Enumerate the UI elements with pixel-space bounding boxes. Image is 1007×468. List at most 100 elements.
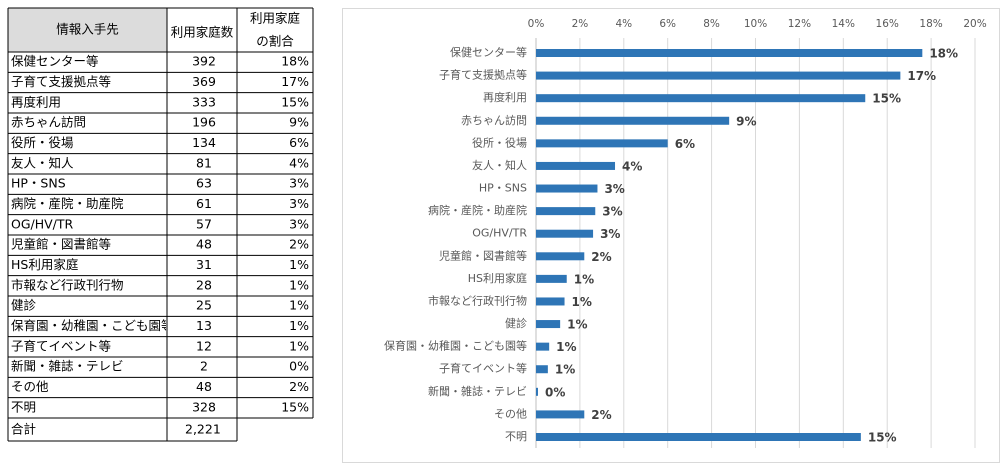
data-label: 6% (675, 137, 695, 151)
table-cell: 328 (192, 399, 216, 414)
y-tick-label: 病院・産院・助産院 (428, 203, 527, 217)
table-cell: 2% (289, 379, 309, 394)
bar (536, 320, 561, 329)
table-cell: 31 (196, 257, 212, 272)
table-cell: 48 (196, 379, 212, 394)
table-cell: 1% (289, 298, 309, 313)
table-cell: 134 (192, 135, 216, 150)
bar (536, 184, 598, 193)
table-cell: HS利用家庭 (11, 257, 79, 272)
table-cell: 保健センター等 (11, 54, 99, 69)
table-cell: OG/HV/TR (11, 216, 74, 231)
table-cell: 新聞・雑誌・テレビ (11, 359, 124, 374)
table-total: 2,221 (185, 422, 221, 437)
header-bg (8, 8, 167, 52)
data-label: 3% (600, 227, 620, 241)
y-tick-label: 友人・知人 (472, 158, 527, 172)
table-cell: その他 (11, 379, 49, 394)
bar (536, 71, 901, 80)
y-tick-label: 児童館・図書館等 (439, 248, 527, 262)
x-tick-label: 18% (919, 18, 942, 30)
data-label: 1% (574, 272, 594, 286)
x-tick-label: 8% (703, 18, 720, 30)
table-cell: 333 (192, 94, 216, 109)
data-label: 18% (929, 47, 958, 61)
bar (536, 365, 548, 374)
table-cell: 17% (281, 74, 309, 89)
table-cell: 12 (196, 338, 212, 353)
bar (536, 139, 668, 148)
table-cell: 6% (289, 135, 309, 150)
x-tick-label: 12% (788, 18, 811, 30)
table-cell: 4% (289, 155, 309, 170)
y-tick-label: 赤ちゃん訪問 (461, 113, 527, 127)
bar (536, 433, 861, 441)
table-cell: 3% (289, 216, 309, 231)
table-cell: 3% (289, 176, 309, 191)
table-cell: 81 (196, 155, 212, 170)
table-cell: 赤ちゃん訪問 (11, 115, 86, 130)
data-label: 1% (556, 340, 576, 354)
bar (536, 161, 616, 170)
bar (536, 387, 538, 396)
x-tick-label: 2% (572, 18, 589, 30)
x-tick-label: 20% (963, 18, 986, 30)
table-header: の割合 (256, 34, 294, 49)
table-cell: 369 (192, 74, 216, 89)
bar (536, 49, 923, 57)
table-cell: 不明 (11, 399, 36, 414)
data-label: 3% (604, 182, 624, 196)
data-label: 15% (868, 431, 897, 445)
y-tick-label: 市報など行政刊行物 (428, 293, 527, 307)
data-label: 2% (591, 250, 611, 264)
table-cell: 2 (200, 359, 208, 374)
table-cell: 病院・産院・助産院 (11, 196, 124, 211)
x-tick-label: 4% (615, 18, 632, 30)
y-tick-label: 再度利用 (483, 90, 527, 104)
data-label: 2% (591, 408, 611, 422)
table-cell: 児童館・図書館等 (11, 237, 111, 252)
table-cell: 健診 (11, 298, 37, 313)
table-cell: 61 (196, 196, 212, 211)
table-cell: 友人・知人 (11, 155, 74, 170)
table-cell: 57 (196, 216, 212, 231)
x-tick-label: 10% (744, 18, 767, 30)
table-cell: HP・SNS (11, 176, 66, 191)
table-cell: 392 (192, 54, 216, 69)
bar (536, 410, 585, 419)
x-tick-label: 0% (528, 18, 545, 30)
data-label: 17% (907, 69, 936, 83)
table-cell: 1% (289, 277, 309, 292)
chart-frame (342, 8, 1000, 463)
table-cell: 0% (289, 359, 309, 374)
data-label: 1% (572, 295, 592, 309)
table-cell: 63 (196, 176, 212, 191)
table-header: 利用家庭数 (171, 25, 234, 40)
table-cell: 48 (196, 237, 212, 252)
y-tick-label: 子育て支援拠点等 (439, 68, 527, 82)
x-tick-label: 14% (832, 18, 855, 30)
table-cell: 15% (281, 399, 309, 414)
data-label: 3% (602, 205, 622, 219)
table-total: 合計 (11, 422, 36, 437)
table-cell: 2% (289, 237, 309, 252)
y-tick-label: 役所・役場 (472, 135, 527, 149)
bar (536, 274, 567, 283)
y-tick-label: 新聞・雑誌・テレビ (428, 384, 527, 398)
bar (536, 229, 594, 238)
data-label: 15% (872, 92, 901, 106)
table-cell: 25 (196, 298, 212, 313)
table-cell: 196 (192, 115, 216, 130)
data-label: 1% (567, 318, 587, 332)
data-label: 9% (736, 114, 756, 128)
table-cell: 保育園・幼稚園・こども園等 (11, 318, 174, 333)
table-header: 利用家庭 (250, 11, 301, 26)
bar (536, 297, 565, 306)
y-tick-label: 子育てイベント等 (439, 361, 527, 375)
table-cell: 15% (281, 94, 309, 109)
table-cell: 28 (196, 277, 212, 292)
y-tick-label: 保育園・幼稚園・こども園等 (384, 339, 527, 353)
data-label: 0% (545, 385, 565, 399)
table-header: 情報入手先 (56, 22, 119, 37)
